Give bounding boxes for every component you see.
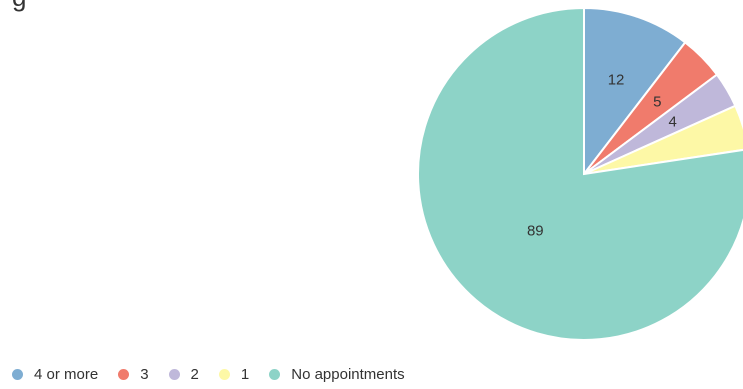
data-label-4-or-more: 12 xyxy=(608,72,625,89)
pie-slice-1 xyxy=(583,104,743,175)
pie-slice-no-appointments xyxy=(417,6,743,341)
legend-marker-icon xyxy=(12,369,23,380)
pie-slice-4-or-more xyxy=(583,6,687,177)
legend-item-3: 3 xyxy=(118,366,149,383)
legend-marker-icon xyxy=(168,369,180,380)
data-label-2: 4 xyxy=(668,114,676,131)
data-label-3: 5 xyxy=(653,94,661,111)
data-label-no-appointments: 89 xyxy=(527,223,544,240)
legend-label: 4 or more xyxy=(34,366,99,383)
legend-marker-icon xyxy=(218,369,230,380)
legend-label: 1 xyxy=(240,366,250,383)
legend-label: 2 xyxy=(190,366,199,383)
legend-item-2: 2 xyxy=(168,366,199,383)
legend-label: 3 xyxy=(140,366,149,383)
chart-legend: 4 or more 3 2 1 No appointments xyxy=(12,366,425,383)
legend-marker-icon xyxy=(118,369,130,380)
legend-marker-icon xyxy=(269,369,281,380)
pie-chart: 12 54 89 xyxy=(417,6,743,341)
legend-item-4-or-more: 4 or more xyxy=(12,366,98,383)
chart-title-fragment: g xyxy=(12,0,26,13)
legend-item-1: 1 xyxy=(218,366,250,383)
legend-item-no-appointments: No appointments xyxy=(269,366,405,383)
legend-label: No appointments xyxy=(291,366,405,383)
